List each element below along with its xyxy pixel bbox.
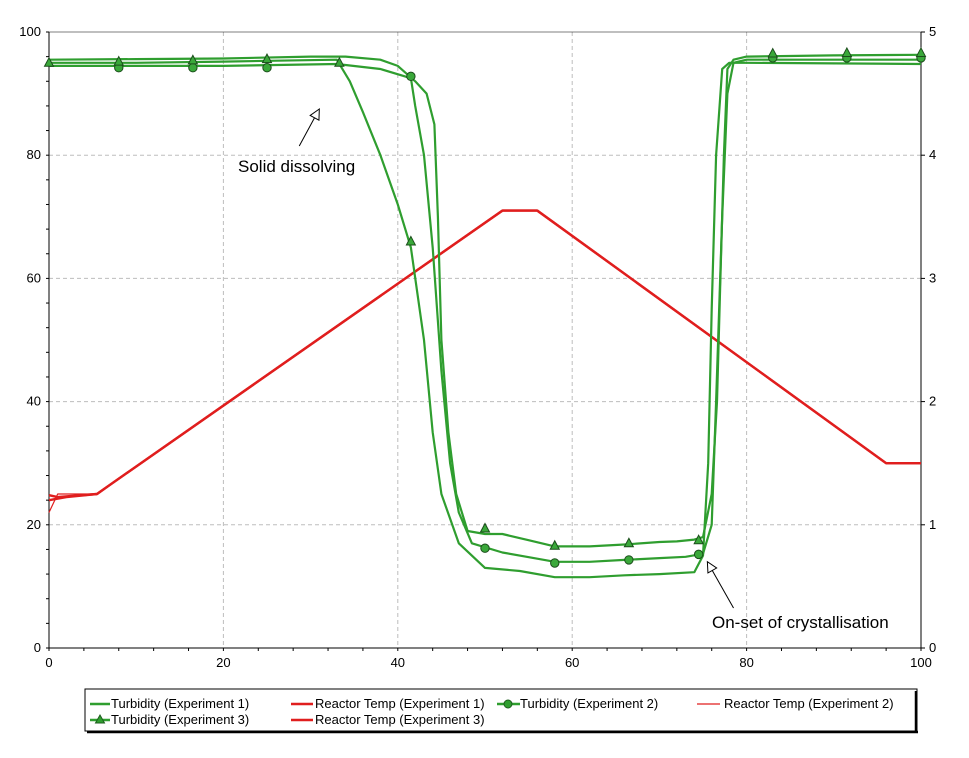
legend-marker-triangle-icon (94, 713, 106, 724)
data-point-triangle (405, 235, 417, 246)
series-line-turbidity-exp3 (49, 58, 922, 579)
x-axis-ticks: 0 20 40 60 80 100 (45, 655, 931, 670)
data-point-circle (262, 63, 272, 73)
annotation-onset-crystallisation-arrow (706, 560, 734, 609)
annotation-solid-dissolving-arrow (298, 108, 320, 147)
x-tick-label: 40 (391, 655, 405, 670)
legend-label-turbidity-exp1: Turbidity (Experiment 1) (111, 696, 249, 711)
data-point-triangle (841, 46, 853, 57)
series-line-temp-exp1 (48, 209, 921, 502)
data-point-triangle (693, 534, 704, 545)
legend-item-turbidity-exp2: Turbidity (Experiment 2) (497, 696, 658, 711)
data-point-circle (188, 63, 198, 73)
data-point-triangle (43, 56, 55, 67)
annotation-solid-dissolving-label: Solid dissolving (238, 157, 355, 176)
series-group (48, 53, 922, 579)
data-point-triangle (113, 55, 125, 66)
legend-item-turbidity-exp3: Turbidity (Experiment 3) (90, 712, 249, 727)
data-point-circle (693, 549, 704, 560)
arrow-head-icon (706, 560, 718, 574)
legend-item-temp-exp1: Reactor Temp (Experiment 1) (291, 696, 485, 711)
arrow-shaft (298, 117, 315, 147)
y-left-tick-label: 40 (27, 394, 41, 409)
y-left-tick-label: 0 (34, 640, 41, 655)
data-point-circle (550, 558, 560, 568)
y-right-tick-label: 4 (929, 147, 936, 162)
x-tick-label: 60 (565, 655, 579, 670)
data-point-triangle (549, 539, 561, 550)
data-point-triangle (767, 47, 779, 58)
series-line-temp-exp3 (48, 209, 921, 499)
y-right-tick-label: 5 (929, 24, 936, 39)
axes (46, 31, 922, 651)
y-left-tick-label: 80 (27, 147, 41, 162)
legend-item-temp-exp2: Reactor Temp (Experiment 2) (697, 696, 894, 711)
annotation-onset-crystallisation-label: On-set of crystallisation (712, 613, 889, 632)
series-line-turbidity-exp2 (49, 58, 921, 563)
data-point-triangle (623, 537, 635, 548)
data-point-circle (406, 71, 416, 82)
legend-label-temp-exp1: Reactor Temp (Experiment 1) (315, 696, 485, 711)
x-tick-label: 100 (910, 655, 932, 670)
y-right-tick-label: 1 (929, 517, 936, 532)
legend-label-turbidity-exp2: Turbidity (Experiment 2) (520, 696, 658, 711)
legend-box (84, 688, 918, 732)
x-tick-label: 20 (216, 655, 230, 670)
legend-item-temp-exp3: Reactor Temp (Experiment 3) (291, 712, 485, 727)
arrow-head-icon (309, 108, 320, 121)
legend-item-turbidity-exp1: Turbidity (Experiment 1) (90, 696, 249, 711)
data-point-circle (624, 555, 634, 565)
markers-group (43, 46, 927, 568)
y-left-tick-label: 20 (27, 517, 41, 532)
data-point-triangle (334, 56, 345, 67)
y-left-tick-label: 60 (27, 270, 41, 285)
series-line-turbidity-exp1 (48, 53, 922, 548)
annotation-onset-crystallisation: On-set of crystallisation (706, 560, 889, 632)
annotation-solid-dissolving: Solid dissolving (238, 108, 355, 176)
y-left-tick-label: 100 (19, 24, 41, 39)
data-point-triangle (479, 522, 491, 533)
legend-label-turbidity-exp3: Turbidity (Experiment 3) (111, 712, 249, 727)
x-tick-label: 80 (739, 655, 753, 670)
y-right-tick-label: 0 (929, 640, 936, 655)
legend-marker-circle-icon (503, 699, 513, 709)
x-tick-label: 0 (45, 655, 52, 670)
y-right-tick-label: 3 (929, 270, 936, 285)
legend-label-temp-exp2: Reactor Temp (Experiment 2) (724, 696, 894, 711)
gridlines (49, 32, 921, 648)
data-point-triangle (261, 53, 273, 64)
data-point-triangle (187, 54, 199, 65)
series-line-temp-exp2 (48, 210, 921, 513)
y-right-tick-label: 2 (929, 394, 936, 409)
data-point-circle (480, 543, 490, 553)
data-point-triangle (915, 46, 927, 57)
arrow-shaft (711, 570, 734, 609)
y-axis-left-ticks: 0 20 40 60 80 100 (19, 24, 41, 655)
y-axis-right-ticks: 0 1 2 3 4 5 (921, 24, 936, 655)
legend-label-temp-exp3: Reactor Temp (Experiment 3) (315, 712, 485, 727)
legend: Turbidity (Experiment 1) Reactor Temp (E… (84, 688, 918, 734)
